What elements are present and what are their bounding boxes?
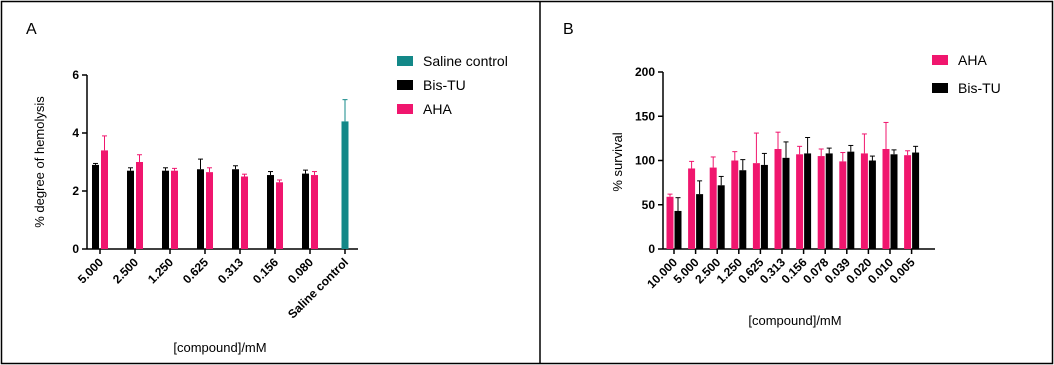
legend-swatch <box>932 55 948 65</box>
x-tick-label: 1.250 <box>145 255 176 286</box>
panel-b-bars <box>666 121 920 249</box>
legend-label: Bis-TU <box>423 77 466 93</box>
bar-aha <box>206 172 213 249</box>
y-tick-label: 4 <box>72 126 79 140</box>
legend-label: Bis-TU <box>958 80 1001 96</box>
bar-aha <box>311 175 318 249</box>
bar-aha <box>688 168 696 249</box>
bar-aha <box>731 160 739 249</box>
y-tick-label: 0 <box>648 242 655 256</box>
legend-label: AHA <box>423 101 452 117</box>
bar-bis-tu <box>847 151 855 249</box>
bar-bis-tu <box>302 173 309 249</box>
y-tick-label: 2 <box>72 184 79 198</box>
legend-label: Saline control <box>423 53 508 69</box>
legend-swatch <box>932 83 948 93</box>
bar-bis-tu <box>267 175 274 249</box>
bar-bis-tu <box>232 169 239 249</box>
y-tick-label: 6 <box>72 68 79 82</box>
panel-a-y-axis-title: % degree of hemolysis <box>32 96 47 228</box>
legend-swatch <box>397 104 413 114</box>
bar-aha <box>817 156 825 249</box>
bar-bis-tu <box>717 185 725 249</box>
legend-swatch <box>397 80 413 90</box>
bar-aha <box>276 182 283 249</box>
bar-bis-tu <box>127 170 134 249</box>
bar-aha <box>860 153 868 249</box>
panel-b-letter: B <box>563 21 574 38</box>
bar-aha <box>171 170 178 249</box>
x-tick-label: 0.005 <box>887 255 918 286</box>
bar-bis-tu <box>890 154 898 249</box>
bar-bis-tu <box>760 164 768 249</box>
bar-aha <box>774 148 782 249</box>
bar-aha <box>709 167 717 249</box>
panel-b-y-axis-title: % survival <box>610 132 625 191</box>
legend-swatch <box>397 56 413 66</box>
bar-bis-tu <box>912 152 920 249</box>
bar-bis-tu <box>739 170 747 249</box>
x-tick-label: 0.313 <box>215 255 246 286</box>
panel-a-legend: Saline control Bis-TU AHA <box>397 53 508 117</box>
x-tick-label: 2.500 <box>110 255 141 286</box>
panel-a-bars <box>92 99 349 249</box>
panel-b-legend: AHA Bis-TU <box>932 52 1001 96</box>
bar-bis-tu <box>804 153 812 249</box>
bar-bis-tu <box>162 170 169 249</box>
bar-aha <box>241 176 248 249</box>
bar-aha <box>839 161 847 249</box>
bar-aha <box>136 162 143 249</box>
bar-bis-tu <box>92 164 99 249</box>
bar-aha <box>752 163 760 249</box>
panel-b: B 05010015020010.0005.0002.5001.2500.625… <box>563 21 1001 328</box>
bar-bis-tu <box>674 210 682 249</box>
y-tick-label: 200 <box>635 65 655 79</box>
x-tick-label: 5.000 <box>75 255 106 286</box>
bar-bis-tu <box>825 153 833 249</box>
bar-aha <box>796 154 804 249</box>
y-tick-label: 150 <box>635 109 655 123</box>
panel-a-x-axis-title: [compound]/mM <box>173 340 266 355</box>
bar-bis-tu <box>197 169 204 249</box>
legend-label: AHA <box>958 52 987 68</box>
bar-bis-tu <box>782 157 790 249</box>
bar-aha <box>666 196 674 249</box>
x-tick-label: 0.625 <box>180 255 211 286</box>
panel-b-x-axis-title: [compound]/mM <box>748 313 841 328</box>
bar-aha <box>101 150 108 249</box>
panel-a-letter: A <box>26 21 37 38</box>
y-tick-label: 50 <box>642 198 656 212</box>
panel-a: A 0 2 4 6 5.000 2.500 1.250 0.625 0.313 0.156 0.08… <box>26 21 508 355</box>
bar-saline-control <box>341 121 349 249</box>
x-tick-label: 0.156 <box>250 255 281 286</box>
bar-bis-tu <box>868 160 876 249</box>
y-tick-label: 100 <box>635 154 655 168</box>
bar-aha <box>882 148 890 249</box>
x-tick-label: 0.080 <box>285 255 316 286</box>
bar-bis-tu <box>696 194 704 249</box>
bar-aha <box>904 155 912 249</box>
y-tick-label: 0 <box>72 242 79 256</box>
